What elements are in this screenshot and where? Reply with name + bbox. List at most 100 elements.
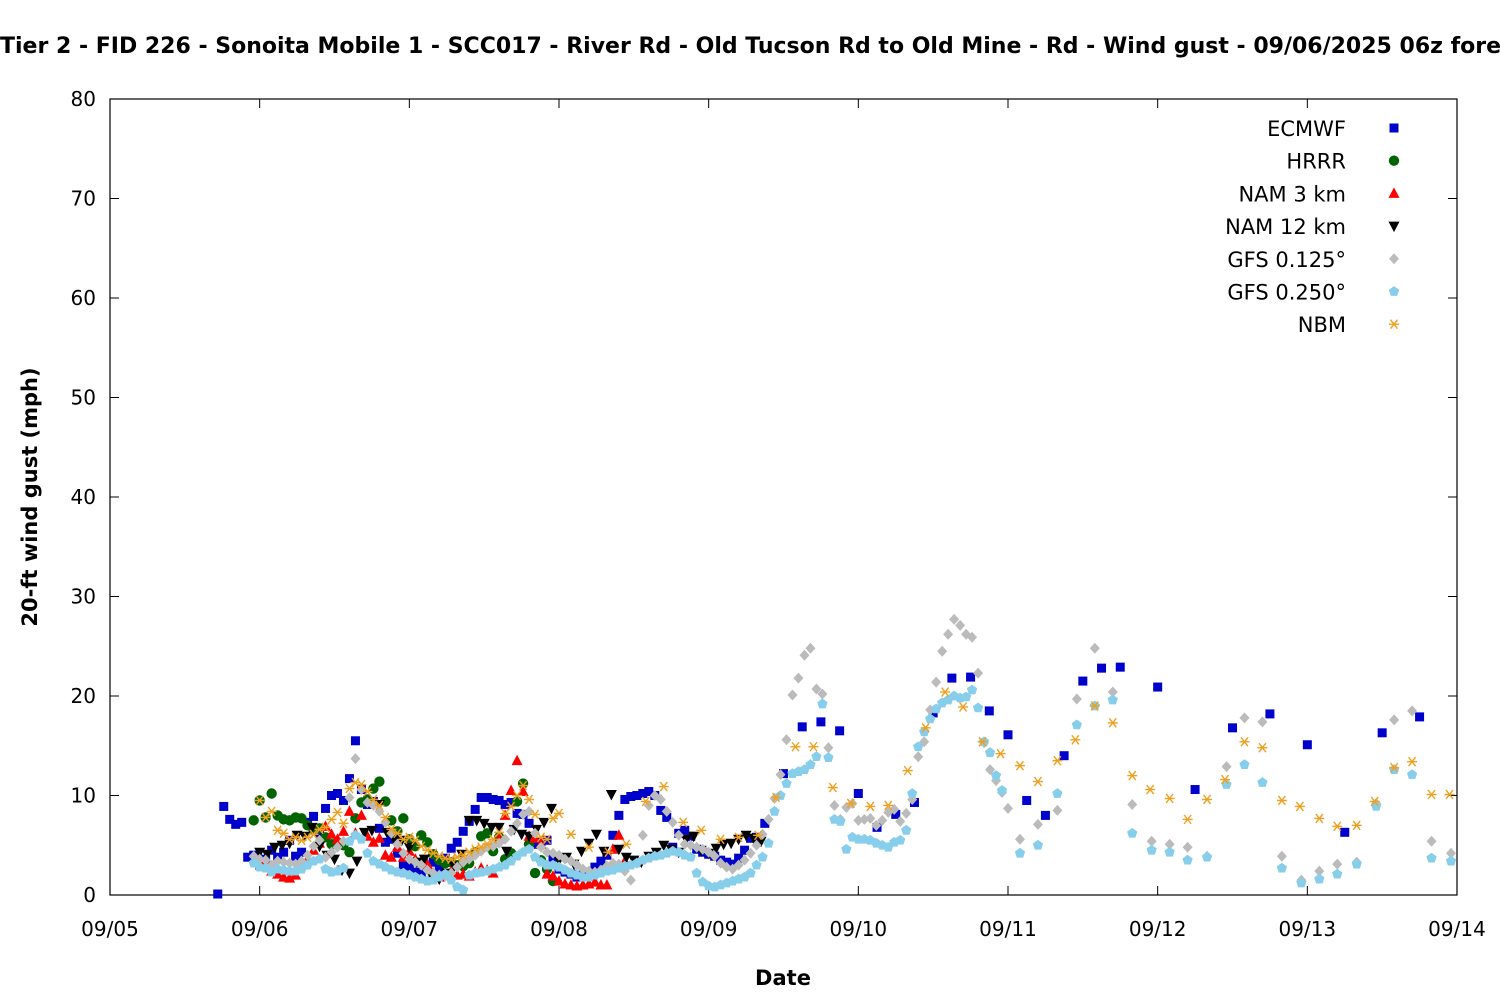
data-point [1257, 716, 1268, 728]
data-point [1377, 728, 1387, 738]
data-point [757, 851, 768, 862]
data-point [308, 829, 319, 840]
data-point [344, 847, 355, 858]
data-point [326, 828, 338, 839]
data-point [1164, 838, 1175, 850]
data-point [1415, 712, 1425, 722]
data-point [511, 754, 523, 766]
data-point [279, 847, 289, 857]
data-point [1052, 804, 1063, 816]
data-point [434, 864, 444, 874]
data-point [403, 842, 415, 854]
data-point [553, 875, 565, 886]
data-point [306, 822, 318, 834]
data-point [811, 683, 822, 695]
data-point [1052, 755, 1063, 766]
data-point [373, 832, 385, 843]
data-point [845, 798, 856, 809]
data-point [506, 801, 517, 812]
data-point [356, 833, 367, 844]
legend-marker [1388, 155, 1400, 166]
data-point [859, 813, 870, 825]
data-point [320, 822, 331, 833]
data-point [1014, 847, 1026, 858]
data-point [1389, 714, 1400, 726]
data-point [1444, 789, 1455, 800]
data-point [781, 734, 792, 746]
data-point [1351, 820, 1362, 831]
data-point [680, 834, 692, 846]
data-point [1032, 839, 1044, 850]
x-tick-label: 09/10 [830, 917, 888, 941]
data-point [524, 794, 535, 805]
x-tick-label: 09/07 [381, 917, 439, 941]
data-point [745, 847, 756, 859]
data-point [709, 850, 720, 862]
data-point [603, 847, 614, 858]
data-point [536, 841, 547, 853]
data-point [715, 834, 726, 845]
data-point [1201, 851, 1213, 862]
data-point [823, 752, 834, 763]
data-point [471, 815, 483, 827]
data-point [494, 827, 505, 838]
data-point [865, 812, 876, 824]
data-point [614, 810, 624, 820]
data-point [344, 783, 355, 794]
data-point [913, 741, 924, 752]
data-point [284, 872, 296, 883]
data-point [248, 815, 259, 826]
data-point [1071, 719, 1082, 730]
data-point [350, 753, 361, 765]
data-point [343, 805, 355, 816]
data-point [787, 689, 798, 701]
data-point [511, 796, 523, 807]
data-point [1014, 760, 1025, 771]
x-tick-label: 09/05 [81, 917, 139, 941]
data-point [385, 851, 397, 862]
data-point [808, 741, 819, 752]
data-point [422, 837, 433, 848]
data-point [446, 854, 457, 865]
series-nbm [254, 687, 1455, 865]
data-point [947, 673, 957, 683]
data-point [638, 789, 648, 799]
data-point [1078, 676, 1088, 686]
data-point [940, 687, 951, 697]
data-point [398, 847, 409, 859]
data-point [943, 628, 954, 640]
data-point [685, 851, 696, 862]
data-point [463, 815, 475, 827]
data-point [392, 838, 403, 850]
data-point [440, 868, 451, 879]
data-point [1426, 852, 1437, 863]
data-point [865, 801, 876, 812]
data-point [254, 853, 265, 865]
data-point [1059, 751, 1069, 761]
x-tick-label: 09/12 [1129, 917, 1187, 941]
data-point [1228, 723, 1237, 733]
data-point [1239, 759, 1250, 770]
data-point [655, 793, 666, 805]
data-point [966, 672, 976, 682]
data-point [620, 794, 630, 804]
data-point [966, 684, 978, 695]
data-point [452, 852, 463, 863]
data-point [1127, 798, 1138, 810]
data-point [486, 822, 498, 834]
data-point [380, 796, 391, 807]
data-point [260, 812, 271, 823]
data-point [1257, 777, 1268, 787]
chart-title: Tier 2 - FID 226 - Sonoita Mobile 1 - SC… [0, 34, 1500, 59]
data-point [1407, 756, 1418, 767]
data-point [608, 830, 618, 840]
data-point [920, 722, 931, 733]
series-gfs-0-250 [248, 684, 1457, 895]
data-point [278, 828, 289, 839]
data-point [1032, 818, 1043, 830]
data-point [1407, 705, 1418, 717]
data-point [355, 809, 367, 820]
legend-marker [1389, 253, 1399, 265]
x-tick-label: 09/09 [680, 917, 738, 941]
